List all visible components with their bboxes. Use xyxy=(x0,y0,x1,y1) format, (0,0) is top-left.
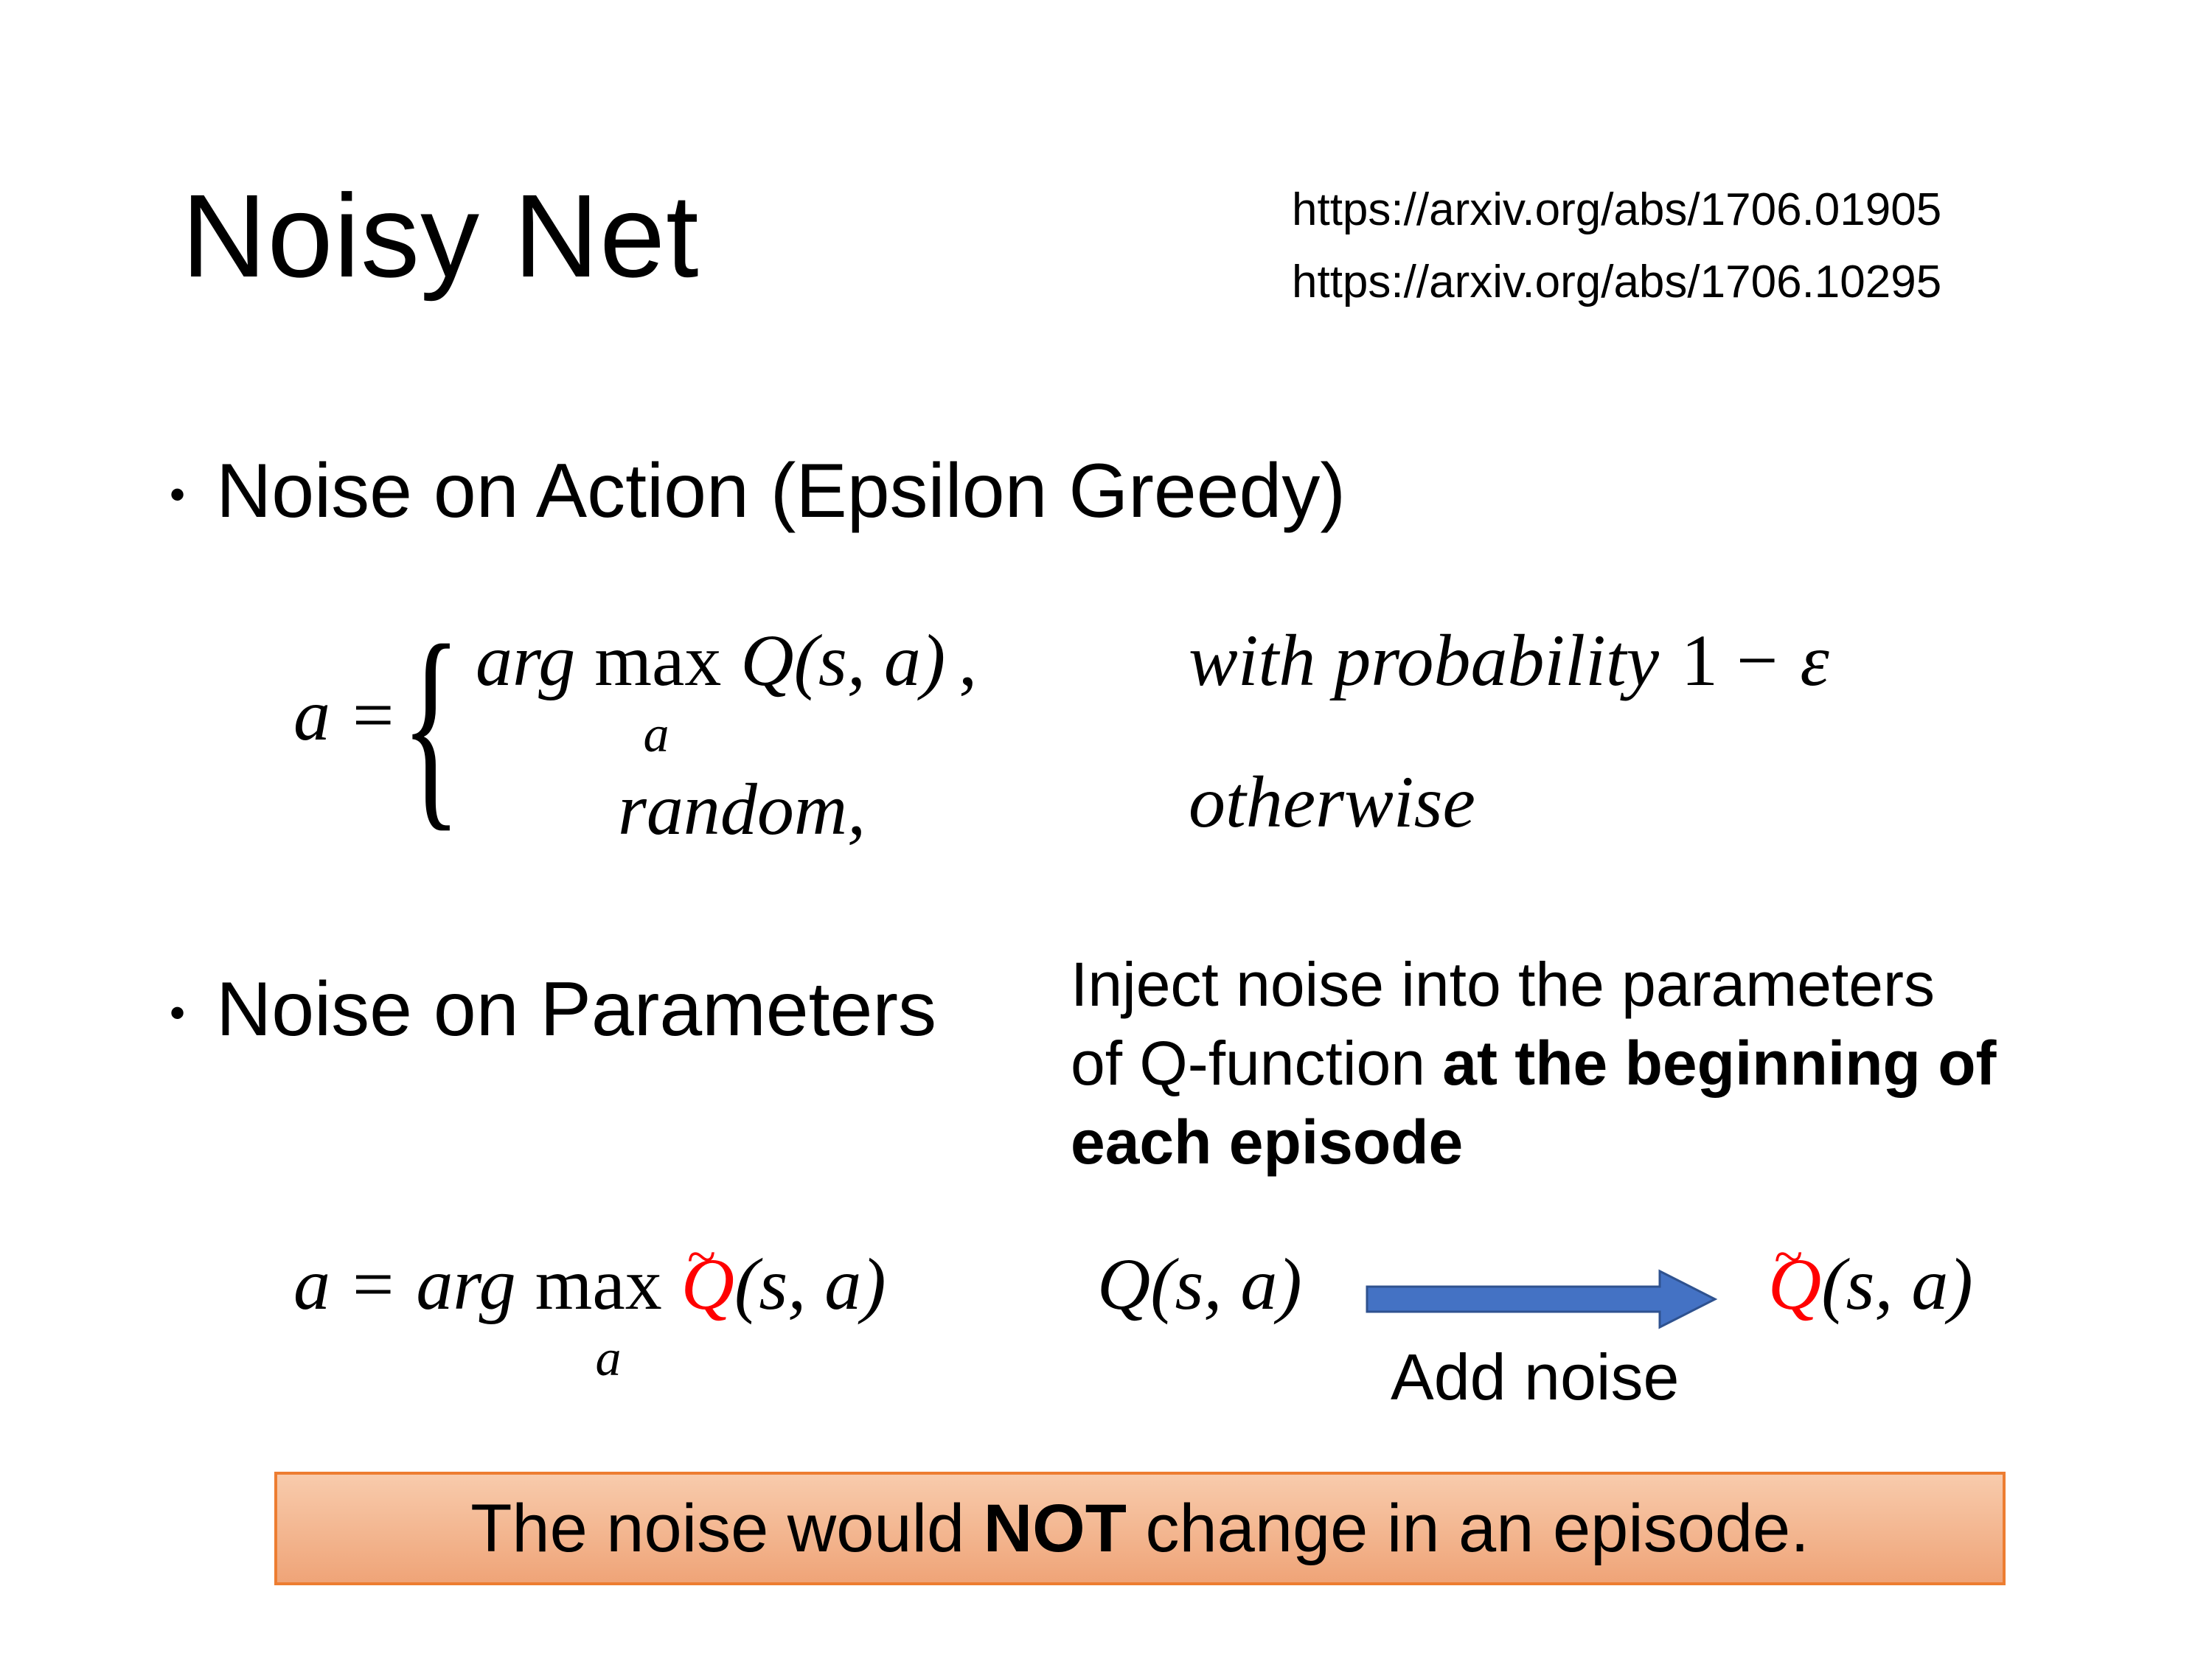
one-minus: 1 − xyxy=(1681,619,1778,701)
add-noise-label: Add noise xyxy=(1391,1340,1680,1413)
arxiv-links: https://arxiv.org/abs/1706.01905 https:/… xyxy=(1292,174,1941,319)
q-function: Q xyxy=(740,619,794,701)
max-subscript-a: a xyxy=(643,706,669,763)
inject-note-line2-bold: at the beginning of xyxy=(1442,1029,1997,1098)
max-operator: max xyxy=(594,619,722,701)
inject-note-line3: each episode xyxy=(1071,1107,1464,1177)
q-function: Q xyxy=(1097,1243,1151,1325)
formula-action-case1: arg max Q(s, a), xyxy=(476,624,977,698)
arxiv-link-2[interactable]: https://arxiv.org/abs/1706.10295 xyxy=(1292,257,1942,307)
condition-words: with probability xyxy=(1189,619,1659,701)
page-title: Noisy Net xyxy=(181,170,700,302)
inject-note-line2-normal: of Q-function xyxy=(1071,1029,1443,1098)
footer-note-text: The noise would NOT change in an episode… xyxy=(470,1490,1809,1568)
q-args: (s, a) xyxy=(1150,1243,1302,1325)
arg-operator: arg xyxy=(476,619,576,701)
equals-sign: = xyxy=(352,1243,394,1325)
var-a: a xyxy=(293,1243,330,1325)
bullet-noise-on-parameters: • Noise on Parameters xyxy=(170,971,936,1048)
right-arrow-icon xyxy=(1366,1269,1718,1329)
footer-post: change in an episode. xyxy=(1126,1490,1809,1566)
formula-action-lhs: a = xyxy=(293,678,416,752)
tilde-accent: ~ xyxy=(686,1226,715,1286)
curly-brace: { xyxy=(401,599,462,850)
q-tilde: ~ Q xyxy=(681,1230,734,1321)
inject-note: Inject noise into the parameters of Q-fu… xyxy=(1071,945,1997,1182)
condition-otherwise: otherwise xyxy=(1189,761,1475,843)
q-args: (s, a) xyxy=(734,1243,886,1325)
epsilon: ε xyxy=(1800,619,1829,701)
var-a: a xyxy=(293,674,330,756)
footer-bold: NOT xyxy=(983,1490,1127,1566)
arg-operator: arg xyxy=(416,1243,516,1325)
q-args: (s, a) xyxy=(793,619,946,701)
bullet-noise-on-parameters-label: Noise on Parameters xyxy=(216,967,937,1052)
bullet-icon: • xyxy=(170,987,186,1038)
condition-probability: with probability 1 − ε xyxy=(1189,624,1829,698)
add-noise-arrow xyxy=(1366,1265,1719,1333)
arxiv-link-1[interactable]: https://arxiv.org/abs/1706.01905 xyxy=(1292,184,1942,235)
inject-note-line1: Inject noise into the parameters xyxy=(1071,950,1935,1019)
comma: , xyxy=(959,619,978,701)
footer-pre: The noise would xyxy=(470,1490,984,1566)
bullet-icon: • xyxy=(170,469,186,520)
diagram-q-before: Q(s, a) xyxy=(1097,1248,1302,1321)
max-operator: max xyxy=(535,1243,662,1325)
tilde-accent: ~ xyxy=(1773,1226,1803,1286)
formula-action-case2: random, xyxy=(618,768,866,850)
q-function-red: Q xyxy=(681,1243,735,1325)
q-tilde: ~ Q xyxy=(1768,1230,1821,1321)
bullet-noise-on-action-label: Noise on Action (Epsilon Greedy) xyxy=(216,448,1346,534)
bullet-noise-on-action: • Noise on Action (Epsilon Greedy) xyxy=(170,453,1346,529)
diagram-q-after: ~ Q(s, a) xyxy=(1768,1230,1973,1321)
max-subscript-a: a xyxy=(595,1330,622,1387)
inject-note-line2: of Q-function at the beginning of xyxy=(1071,1024,1997,1103)
q-args: (s, a) xyxy=(1821,1243,1973,1325)
footer-note-box: The noise would NOT change in an episode… xyxy=(274,1472,2006,1585)
q-function-red: Q xyxy=(1768,1243,1822,1325)
equals-sign: = xyxy=(352,674,394,756)
formula-param: a = arg max ~ Q(s, a) xyxy=(293,1230,886,1321)
